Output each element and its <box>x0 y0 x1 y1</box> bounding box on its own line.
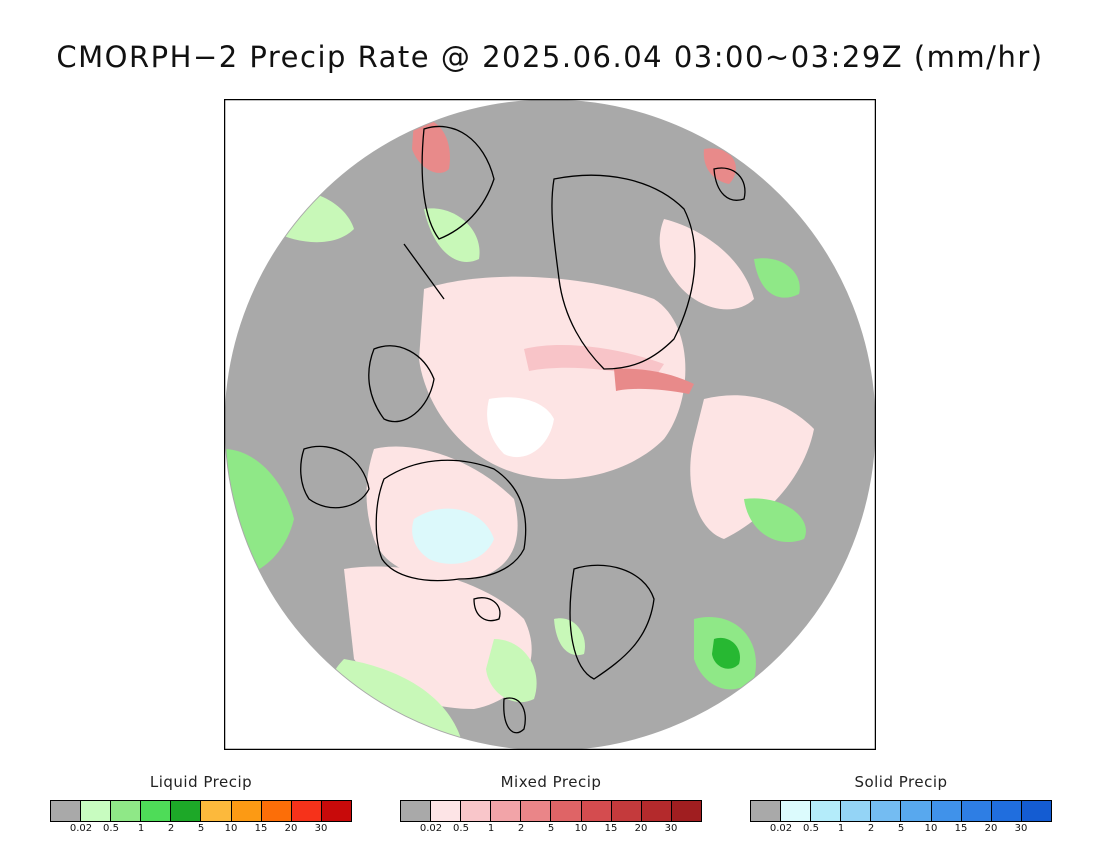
coastline-hudson-bay <box>300 445 370 509</box>
legend-liquid-precip: Liquid Precip 0.02 0.5 1 2 5 10 15 20 30 <box>50 772 352 836</box>
legend-ticks: 0.02 0.5 1 2 5 10 15 20 30 <box>400 822 702 836</box>
legend-tick-label: 15 <box>254 823 268 834</box>
legend-swatch <box>961 801 992 821</box>
legend-swatch <box>871 801 902 821</box>
legend-swatch <box>431 801 462 821</box>
legend-tick-label: 0.02 <box>419 823 443 834</box>
legend-swatch <box>51 801 82 821</box>
legend-tick-label: 30 <box>664 823 678 834</box>
legend-swatch <box>671 801 701 821</box>
legend-swatch <box>641 801 672 821</box>
legend-tick-label: 2 <box>867 823 875 834</box>
coastline-alaska <box>421 125 495 240</box>
legend-swatch <box>231 801 262 821</box>
mixed-precip-kamchatka <box>703 148 736 184</box>
legend-tick-label: 15 <box>954 823 968 834</box>
legend-tick-label: 2 <box>167 823 175 834</box>
legend-tick-label: 30 <box>314 823 328 834</box>
border-alaska-canada <box>403 243 445 300</box>
legend-swatch <box>321 801 351 821</box>
legend-swatch <box>781 801 812 821</box>
legend-tick-label: 10 <box>574 823 588 834</box>
liquid-precip-siberia-east <box>754 258 800 298</box>
legend-tick-label: 5 <box>547 823 555 834</box>
map-frame-border <box>224 99 876 750</box>
legend-tick-label: 30 <box>1014 823 1028 834</box>
legend-tick-label: 0.5 <box>453 823 469 834</box>
legend-tick-label: 0.02 <box>769 823 793 834</box>
legend-tick-label: 0.5 <box>103 823 119 834</box>
legend-title: Mixed Precip <box>500 773 602 791</box>
legend-swatch <box>811 801 842 821</box>
coastline-siberia <box>551 174 696 370</box>
legend-swatch <box>291 801 322 821</box>
legend-swatch <box>461 801 492 821</box>
legend-swatch <box>111 801 142 821</box>
legend-swatch <box>261 801 292 821</box>
legend-tick-label: 1 <box>487 823 495 834</box>
legend-swatch <box>521 801 552 821</box>
coastline-canadian-archipelago <box>368 345 435 423</box>
legend-tick-label: 1 <box>137 823 145 834</box>
pole-no-data <box>487 397 554 458</box>
legend-swatch <box>491 801 522 821</box>
legend-tick-label: 1 <box>837 823 845 834</box>
legend-swatch <box>141 801 172 821</box>
legend-swatch <box>931 801 962 821</box>
coastline-scandinavia <box>569 564 655 680</box>
liquid-precip-scandinavia <box>554 618 585 656</box>
legend-swatch <box>81 801 112 821</box>
legend-swatch <box>751 801 782 821</box>
legend-swatch <box>551 801 582 821</box>
liquid-precip-uk <box>486 639 537 703</box>
legend-tick-label: 15 <box>604 823 618 834</box>
legend-swatch <box>401 801 432 821</box>
legend-swatch <box>1021 801 1051 821</box>
mixed-precip-central-streak <box>614 368 694 394</box>
solid-precip-greenland <box>412 508 494 564</box>
legend-swatch <box>991 801 1022 821</box>
legend-tick-label: 20 <box>634 823 648 834</box>
legend-swatch <box>201 801 232 821</box>
legend-ticks: 0.02 0.5 1 2 5 10 15 20 30 <box>750 822 1052 836</box>
mixed-precip-alaska <box>412 118 450 173</box>
legend-title: Liquid Precip <box>149 773 253 791</box>
liquid-precip-europe-core <box>712 637 740 669</box>
coastline-iceland <box>473 597 501 622</box>
legend-tick-label: 10 <box>924 823 938 834</box>
legend-color-bar <box>750 800 1052 822</box>
legend-tick-label: 0.02 <box>69 823 93 834</box>
coastline-greenland <box>375 459 527 582</box>
legend-tick-label: 20 <box>284 823 298 834</box>
legend-ticks: 0.02 0.5 1 2 5 10 15 20 30 <box>50 822 352 836</box>
legend-swatch <box>581 801 612 821</box>
legend-tick-label: 20 <box>984 823 998 834</box>
legend-color-bar <box>50 800 352 822</box>
legend-color-bar <box>400 800 702 822</box>
liquid-precip-siberia-central <box>744 498 806 543</box>
legend-tick-label: 10 <box>224 823 238 834</box>
legend-tick-label: 5 <box>197 823 205 834</box>
legend-title: Solid Precip <box>854 773 948 791</box>
legend-tick-label: 5 <box>897 823 905 834</box>
legend-tick-label: 2 <box>517 823 525 834</box>
legend-swatch <box>171 801 202 821</box>
coastline-uk <box>503 697 526 734</box>
legend-swatch <box>611 801 642 821</box>
coastlines <box>300 125 746 734</box>
legend-mixed-precip: Mixed Precip 0.02 0.5 1 2 5 10 15 20 30 <box>400 772 702 836</box>
mixed-precip-siberia-band <box>690 395 814 539</box>
liquid-precip-alaska <box>424 208 480 262</box>
legend-solid-precip: Solid Precip 0.02 0.5 1 2 5 10 15 20 30 <box>750 772 1052 836</box>
polar-precip-map <box>224 99 876 750</box>
coastline-kamchatka <box>713 167 746 201</box>
mixed-precip-north-siberia <box>659 219 754 310</box>
legend-tick-label: 0.5 <box>803 823 819 834</box>
legend-swatch <box>841 801 872 821</box>
mixed-precip-arctic-core <box>419 276 686 479</box>
legend-swatch <box>901 801 932 821</box>
map-title: CMORPH−2 Precip Rate @ 2025.06.04 03:00~… <box>56 40 1044 74</box>
